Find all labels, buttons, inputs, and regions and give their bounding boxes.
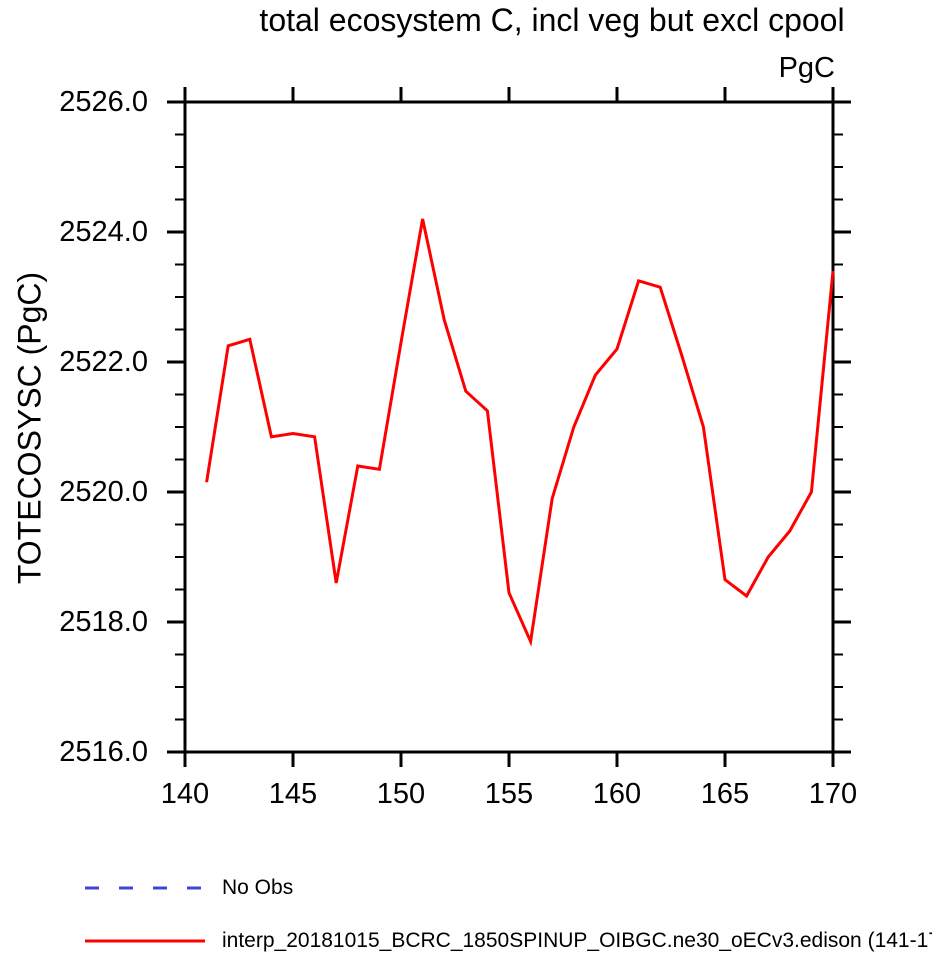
no-obs-dashed-line-swatch: [85, 886, 205, 890]
series-solid-line-swatch: [85, 939, 205, 943]
legend-label-series: interp_20181015_BCRC_1850SPINUP_OIBGC.ne…: [222, 929, 932, 952]
x-tick-label: 170: [808, 778, 858, 810]
legend-item-series: interp_20181015_BCRC_1850SPINUP_OIBGC.ne…: [0, 928, 932, 954]
x-tick-label: 140: [160, 778, 210, 810]
y-tick-label: 2526.0: [59, 86, 148, 118]
x-tick-label: 165: [700, 778, 750, 810]
legend: No Obs interp_20181015_BCRC_1850SPINUP_O…: [0, 860, 932, 957]
chart-title: total ecosystem C, incl veg but excl cpo…: [259, 2, 845, 38]
y-tick-label: 2522.0: [59, 346, 148, 378]
x-tick-label: 155: [484, 778, 534, 810]
units-label: PgC: [778, 52, 835, 84]
y-tick-label: 2520.0: [59, 476, 148, 508]
y-tick-label: 2524.0: [59, 216, 148, 248]
legend-item-no-obs: No Obs: [0, 875, 932, 901]
x-tick-label: 160: [592, 778, 642, 810]
data-line-totecosysc: [205, 218, 835, 647]
legend-label-no-obs: No Obs: [222, 876, 294, 899]
y-tick-label: 2518.0: [59, 606, 148, 638]
x-tick-label: 145: [268, 778, 318, 810]
x-tick-label: 150: [376, 778, 426, 810]
plot-frame: [183, 100, 835, 754]
y-tick-label: 2516.0: [59, 736, 148, 768]
plot-area: [167, 87, 851, 767]
